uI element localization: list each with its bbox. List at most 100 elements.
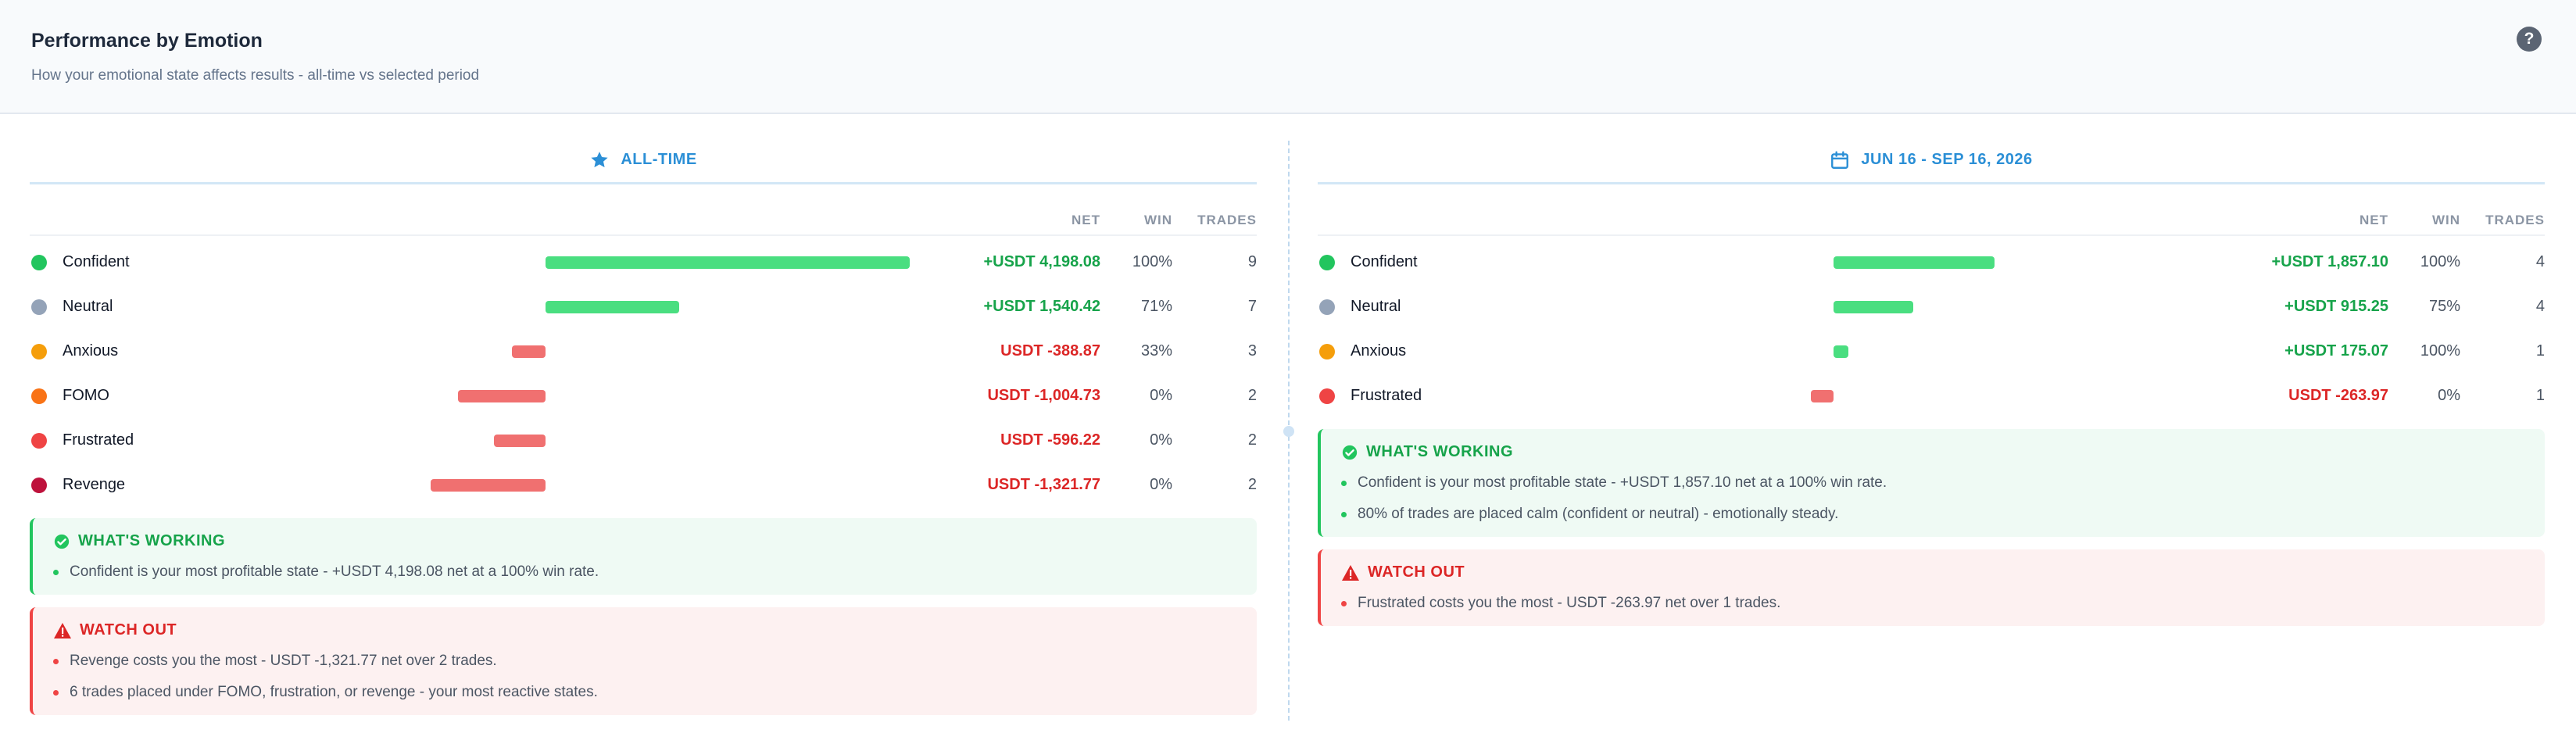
trade-count: 2 — [1247, 387, 1257, 404]
whats-working-item: Confident is your most profitable state … — [1341, 474, 1887, 492]
watch-out-callout: WATCH OUT Frustrated costs you the most -… — [1318, 549, 2545, 626]
emotion-dot — [31, 255, 47, 270]
emotion-dot — [1319, 344, 1335, 359]
net-bar — [1834, 256, 1995, 269]
bullet — [53, 689, 59, 696]
whats-working-item: Confident is your most profitable state … — [53, 563, 599, 581]
watch-out-callout: WATCH OUT Revenge costs you the most - US… — [30, 607, 1257, 715]
net-value: USDT -263.97 — [2288, 387, 2388, 404]
net-value: USDT -1,321.77 — [987, 476, 1100, 493]
insight-text: Confident is your most profitable state … — [1358, 474, 1887, 491]
net-bar — [1834, 345, 1849, 358]
win-rate: 71% — [1140, 298, 1172, 315]
emotion-label: Neutral — [1351, 298, 1401, 315]
win-rate: 33% — [1140, 342, 1172, 359]
net-value: USDT -1,004.73 — [987, 387, 1100, 404]
column-headers: NET WIN TRADES — [1318, 205, 2545, 236]
watch-out-item: Revenge costs you the most - USDT -1,321… — [53, 653, 497, 670]
divider-dot — [1283, 426, 1294, 437]
insight-text: 80% of trades are placed calm (confident… — [1358, 506, 1839, 522]
win-rate: 0% — [1150, 476, 1172, 493]
net-bar — [1810, 390, 1834, 402]
star-icon — [591, 151, 608, 167]
help-icon[interactable]: ? — [2517, 27, 2542, 52]
table-row[interactable]: Neutral +USDT 915.25 75% 4 — [1318, 292, 2545, 323]
net-bar — [546, 256, 910, 269]
win-rate: 75% — [2428, 298, 2460, 315]
warning-text: Revenge costs you the most - USDT -1,321… — [70, 653, 497, 669]
column-header-trades: TRADES — [1197, 213, 1257, 227]
check-circle-icon — [1342, 445, 1358, 460]
net-bar — [1834, 301, 1913, 313]
whats-working-callout: WHAT'S WORKING Confident is your most pro… — [1318, 429, 2545, 537]
column-header-win: WIN — [1143, 213, 1172, 227]
table-row[interactable]: FOMO USDT -1,004.73 0% 2 — [30, 381, 1257, 412]
period-label: ALL-TIME — [621, 151, 697, 168]
bullet — [1341, 511, 1347, 517]
net-value: +USDT 1,857.10 — [2271, 253, 2388, 270]
emotion-label: Confident — [63, 253, 130, 270]
table-row[interactable]: Anxious +USDT 175.07 100% 1 — [1318, 336, 2545, 367]
whats-working-title: WHAT'S WORKING — [53, 532, 225, 550]
net-value: +USDT 4,198.08 — [983, 253, 1100, 270]
emotion-dot — [31, 299, 47, 315]
emotion-dot — [1319, 388, 1335, 404]
trade-count: 1 — [2535, 342, 2545, 359]
net-value: +USDT 1,540.42 — [983, 298, 1100, 315]
trade-count: 3 — [1247, 342, 1257, 359]
emotion-dot — [31, 344, 47, 359]
win-rate: 100% — [2420, 253, 2460, 270]
emotion-dot — [31, 433, 47, 449]
bullet — [1341, 600, 1347, 606]
whats-working-label: WHAT'S WORKING — [1366, 443, 1514, 460]
bullet — [53, 658, 59, 664]
emotion-label: Revenge — [63, 476, 126, 493]
trade-count: 7 — [1247, 298, 1257, 315]
trade-count: 9 — [1247, 253, 1257, 270]
table-row[interactable]: Neutral +USDT 1,540.42 71% 7 — [30, 292, 1257, 323]
table-row[interactable]: Confident +USDT 1,857.10 100% 4 — [1318, 247, 2545, 278]
bullet — [1341, 480, 1347, 486]
table-row[interactable]: Frustrated USDT -596.22 0% 2 — [30, 425, 1257, 456]
calendar-icon — [1831, 151, 1849, 169]
net-value: USDT -596.22 — [1000, 431, 1100, 449]
whats-working-item: 80% of trades are placed calm (confident… — [1341, 506, 1838, 523]
net-value: +USDT 915.25 — [2284, 298, 2388, 315]
emotion-dot — [1319, 255, 1335, 270]
card-subtitle: How your emotional state affects results… — [31, 67, 480, 84]
column-header-net: NET — [1072, 213, 1100, 227]
insight-text: Confident is your most profitable state … — [70, 563, 599, 580]
whats-working-callout: WHAT'S WORKING Confident is your most pro… — [30, 518, 1257, 595]
emotion-label: Anxious — [1351, 342, 1407, 359]
column-header-net: NET — [2360, 213, 2388, 227]
trade-count: 2 — [1247, 431, 1257, 449]
net-bar — [511, 345, 546, 358]
net-bar — [546, 301, 679, 313]
watch-out-label: WATCH OUT — [1368, 563, 1465, 581]
card-title: Performance by Emotion — [31, 30, 263, 52]
win-rate: 0% — [2438, 387, 2460, 404]
emotion-dot — [31, 478, 47, 493]
net-bar — [493, 435, 546, 447]
table-row[interactable]: Frustrated USDT -263.97 0% 1 — [1318, 381, 2545, 412]
warning-icon — [54, 622, 71, 638]
net-bar — [431, 479, 546, 492]
card-header: Performance by Emotion How your emotiona… — [0, 0, 2576, 114]
watch-out-title: WATCH OUT — [1341, 563, 1465, 581]
watch-out-item: 6 trades placed under FOMO, frustration,… — [53, 684, 598, 701]
emotion-label: FOMO — [63, 387, 109, 404]
column-headers: NET WIN TRADES — [30, 205, 1257, 236]
net-value: USDT -388.87 — [1000, 342, 1100, 359]
win-rate: 100% — [2420, 342, 2460, 359]
table-row[interactable]: Confident +USDT 4,198.08 100% 9 — [30, 247, 1257, 278]
trade-count: 1 — [2535, 387, 2545, 404]
whats-working-label: WHAT'S WORKING — [78, 532, 226, 549]
net-bar — [458, 390, 546, 402]
table-row[interactable]: Anxious USDT -388.87 33% 3 — [30, 336, 1257, 367]
emotion-label: Frustrated — [63, 431, 134, 449]
emotion-label: Neutral — [63, 298, 113, 315]
table-row[interactable]: Revenge USDT -1,321.77 0% 2 — [30, 470, 1257, 501]
trade-count: 4 — [2535, 298, 2545, 315]
period-header: JUN 16 - SEP 16, 2026 — [1318, 138, 2545, 184]
